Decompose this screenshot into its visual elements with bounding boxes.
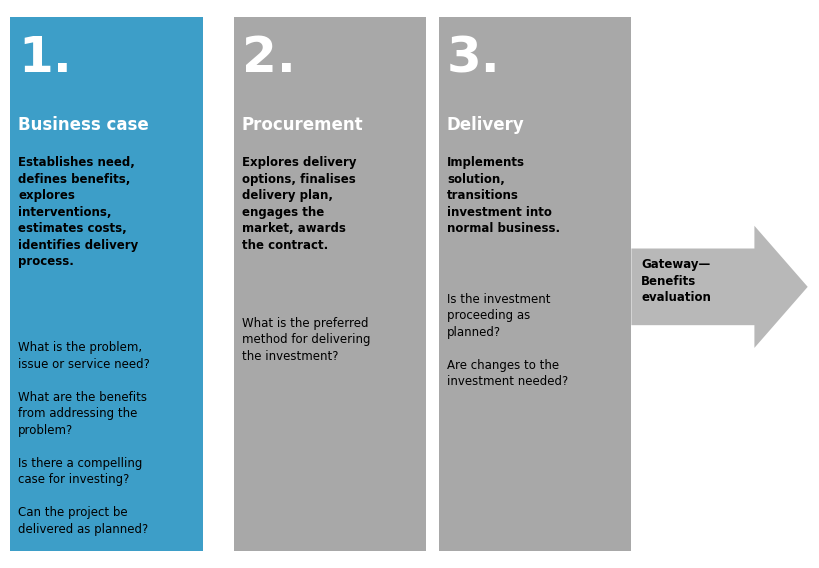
Text: Gateway—
Benefits
evaluation: Gateway— Benefits evaluation xyxy=(640,258,710,304)
Text: Implements
solution,
transitions
investment into
normal business.: Implements solution, transitions investm… xyxy=(446,156,559,235)
FancyBboxPatch shape xyxy=(233,17,426,551)
Text: Explores delivery
options, finalises
delivery plan,
engages the
market, awards
t: Explores delivery options, finalises del… xyxy=(242,156,356,252)
Text: 2.: 2. xyxy=(242,34,296,82)
FancyBboxPatch shape xyxy=(10,17,202,551)
Text: What is the problem,
issue or service need?

What are the benefits
from addressi: What is the problem, issue or service ne… xyxy=(18,341,150,536)
Text: 1.: 1. xyxy=(18,34,72,82)
FancyBboxPatch shape xyxy=(438,17,631,551)
Text: Establishes need,
defines benefits,
explores
interventions,
estimates costs,
ide: Establishes need, defines benefits, expl… xyxy=(18,156,138,268)
Text: 3.: 3. xyxy=(446,34,500,82)
Text: Procurement: Procurement xyxy=(242,116,363,135)
Text: Business case: Business case xyxy=(18,116,148,135)
Text: What is the preferred
method for delivering
the investment?: What is the preferred method for deliver… xyxy=(242,317,370,363)
Polygon shape xyxy=(631,225,807,348)
Text: Delivery: Delivery xyxy=(446,116,524,135)
Text: Is the investment
proceeding as
planned?

Are changes to the
investment needed?: Is the investment proceeding as planned?… xyxy=(446,293,568,388)
